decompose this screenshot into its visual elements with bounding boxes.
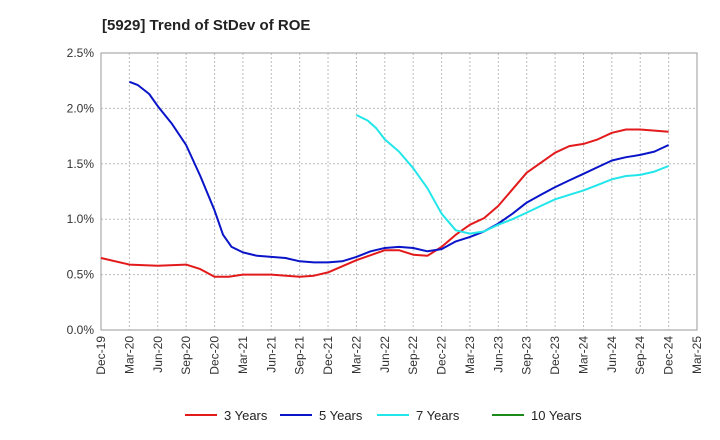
x-tick-label: Jun-24 [605,336,619,373]
legend-label: 5 Years [319,408,363,423]
x-tick-label: Dec-21 [321,336,335,375]
x-tick-label: Mar-21 [236,336,250,374]
x-tick-label: Sep-23 [520,336,534,375]
y-tick-label: 0.0% [67,323,95,337]
x-tick-label: Sep-24 [633,336,647,375]
x-tick-label: Mar-23 [463,336,477,374]
x-tick-label: Sep-21 [293,336,307,375]
legend: 3 Years 5 Years 7 Years 10 Years [185,408,582,423]
x-tick-label: Dec-23 [548,336,562,375]
x-tick-labels: Dec-19 Mar-20 Jun-20 Sep-20 Dec-20 Mar-21 Jun-… [94,336,704,375]
series-line-3-years [100,128,669,278]
legend-label: 3 Years [224,408,268,423]
data-series [100,80,670,278]
x-tick-label: Mar-22 [349,336,363,374]
x-tick-label: Dec-24 [662,336,676,375]
legend-label: 10 Years [531,408,582,423]
y-tick-label: 0.5% [67,268,95,282]
x-tick-label: Sep-22 [406,336,420,375]
y-tick-labels: 0.0% 0.5% 1.0% 1.5% 2.0% 2.5% [67,46,95,337]
x-tick-label: Jun-23 [491,336,505,373]
y-tick-label: 1.0% [67,212,95,226]
x-tick-label: Dec-22 [435,336,449,375]
grid-lines [101,52,697,331]
series-line-5-years [129,80,670,264]
x-tick-label: Jun-21 [264,336,278,373]
x-tick-label: Sep-20 [179,336,193,375]
x-tick-label: Dec-20 [208,336,222,375]
x-tick-label: Mar-24 [576,336,590,374]
x-tick-label: Mar-20 [122,336,136,374]
chart-title: [5929] Trend of StDev of ROE [102,17,310,34]
x-tick-label: Jun-20 [151,336,165,373]
plot-frame [100,52,698,331]
y-tick-label: 1.5% [67,157,95,171]
legend-label: 7 Years [416,408,460,423]
y-tick-label: 2.0% [67,101,95,115]
y-tick-label: 2.5% [67,46,95,60]
x-tick-label: Dec-19 [94,336,108,375]
series-line-7-years [355,114,669,235]
x-tick-label: Jun-22 [378,336,392,373]
axes [100,52,698,331]
x-tick-label: Mar-25 [690,336,704,374]
